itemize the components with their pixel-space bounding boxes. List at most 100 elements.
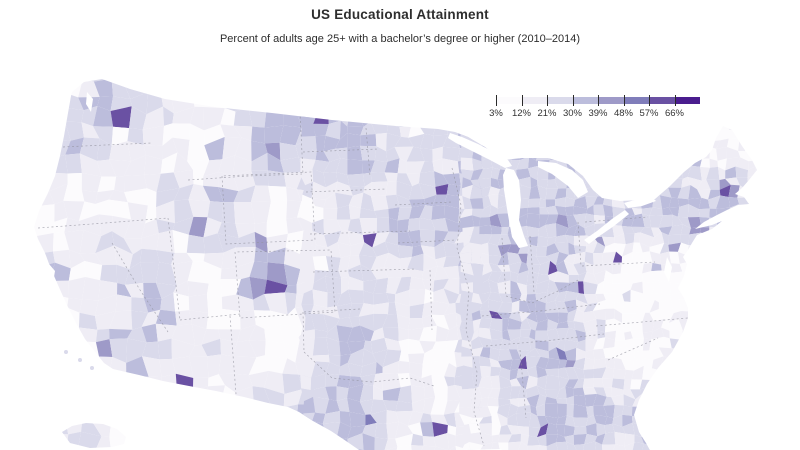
county xyxy=(605,308,615,321)
county xyxy=(411,445,424,450)
county xyxy=(313,111,329,125)
county xyxy=(649,336,665,351)
county xyxy=(612,166,626,178)
county xyxy=(592,139,604,152)
county xyxy=(193,386,209,409)
county xyxy=(716,318,727,333)
county xyxy=(323,79,340,91)
county xyxy=(639,242,650,253)
county xyxy=(174,199,194,224)
county xyxy=(556,79,567,82)
county xyxy=(79,253,103,266)
county xyxy=(472,215,481,227)
county xyxy=(756,395,757,405)
county xyxy=(189,344,208,357)
county xyxy=(312,276,328,293)
county xyxy=(689,406,701,418)
county xyxy=(726,357,737,368)
county xyxy=(518,198,530,209)
county xyxy=(545,415,559,425)
legend-swatch xyxy=(623,97,649,104)
county xyxy=(336,219,351,231)
county xyxy=(510,271,519,283)
county xyxy=(203,159,223,177)
county xyxy=(660,156,671,167)
county xyxy=(479,270,493,285)
county xyxy=(511,300,520,313)
county xyxy=(518,261,529,274)
county xyxy=(188,216,208,238)
county xyxy=(582,147,594,161)
county xyxy=(602,431,616,445)
county xyxy=(573,196,588,209)
county xyxy=(302,181,314,199)
county xyxy=(189,310,209,329)
county xyxy=(141,79,162,82)
county xyxy=(697,427,709,436)
county xyxy=(397,385,413,404)
county xyxy=(650,395,665,409)
county xyxy=(652,443,664,450)
county xyxy=(497,213,510,228)
county xyxy=(311,85,329,98)
county xyxy=(573,378,585,389)
county xyxy=(34,79,48,83)
county xyxy=(362,422,377,438)
county xyxy=(652,132,662,142)
county xyxy=(630,289,644,304)
county xyxy=(777,100,787,113)
county xyxy=(720,289,730,303)
county xyxy=(374,146,388,162)
county xyxy=(310,373,326,391)
county xyxy=(110,96,132,112)
county xyxy=(717,436,731,447)
county xyxy=(612,158,626,171)
county xyxy=(687,299,700,312)
county xyxy=(509,311,522,322)
county xyxy=(326,325,340,342)
county xyxy=(726,100,741,114)
county xyxy=(671,348,680,360)
county xyxy=(358,255,377,270)
county xyxy=(478,376,493,389)
county xyxy=(172,229,189,253)
county xyxy=(360,373,376,386)
county xyxy=(773,204,785,218)
county xyxy=(535,330,549,342)
county xyxy=(677,283,691,293)
county xyxy=(422,85,436,100)
county xyxy=(697,189,711,200)
county xyxy=(249,261,268,280)
county xyxy=(263,79,286,82)
county xyxy=(773,365,786,378)
county xyxy=(536,385,547,397)
county xyxy=(300,86,314,98)
county xyxy=(397,218,410,234)
county xyxy=(95,328,110,343)
county xyxy=(547,319,559,331)
county xyxy=(736,357,750,368)
county xyxy=(373,79,388,86)
state-border-line xyxy=(111,242,169,333)
county xyxy=(481,84,492,95)
county xyxy=(358,313,375,332)
county xyxy=(640,417,653,427)
county xyxy=(709,217,718,228)
state-border-line xyxy=(62,142,153,148)
county xyxy=(266,233,288,254)
county xyxy=(362,348,377,367)
county xyxy=(764,433,777,447)
county xyxy=(545,368,559,377)
county xyxy=(408,318,424,331)
county xyxy=(564,81,578,95)
county xyxy=(115,389,127,404)
county xyxy=(661,232,669,245)
county xyxy=(447,433,456,450)
county xyxy=(709,357,720,370)
county xyxy=(387,64,400,74)
county xyxy=(419,148,433,162)
county xyxy=(394,289,410,307)
county xyxy=(470,64,483,75)
county xyxy=(298,256,316,270)
county xyxy=(34,233,54,255)
